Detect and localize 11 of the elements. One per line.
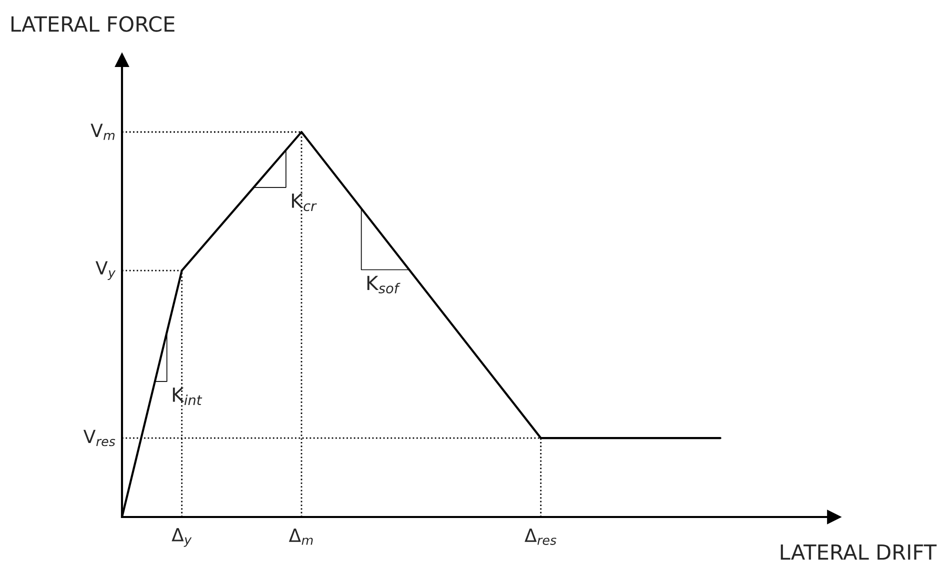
x-tick-label: Δ$_{m}$: [288, 528, 313, 545]
annotation: K$_{sof}$: [367, 276, 400, 294]
ref-line-label: V$_{m}$: [90, 124, 115, 140]
annotation: K$_{cr}$: [292, 194, 317, 212]
x-tick-label: Δ$_{res}$: [524, 528, 556, 545]
x-axis-title: LATERAL DRIFT: [780, 544, 937, 560]
y-axis-title: LATERAL FORCE: [12, 16, 174, 32]
ref-line-label: V$_{res}$: [83, 430, 116, 446]
x-tick-label: Δ$_{y}$: [172, 528, 192, 547]
annotation: K$_{int}$: [172, 388, 202, 405]
ref-line-label: V$_{y}$: [96, 261, 116, 280]
